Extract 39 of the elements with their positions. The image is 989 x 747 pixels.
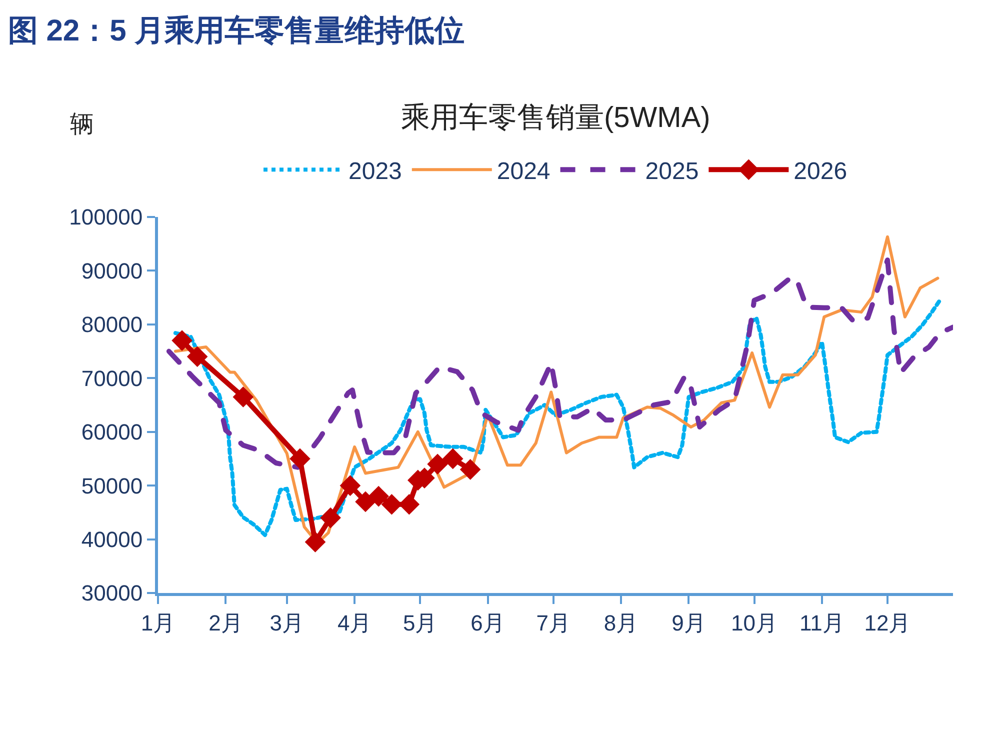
y-axis-title: 辆 xyxy=(70,111,94,138)
x-tick-label: 9月 xyxy=(672,610,706,636)
point xyxy=(290,448,310,470)
y-tick-label: 40000 xyxy=(81,526,143,552)
x-tick-label: 4月 xyxy=(337,610,372,636)
chart-subtitle: 乘用车零售销量(5WMA) xyxy=(401,102,710,134)
point xyxy=(368,486,389,507)
x-tick-label: 8月 xyxy=(604,610,638,636)
y-tick-label: 30000 xyxy=(81,580,143,606)
point xyxy=(427,454,448,474)
point xyxy=(232,386,254,408)
x-tick-label: 7月 xyxy=(536,610,570,636)
y-tick-label: 60000 xyxy=(81,420,143,445)
x-tick-label: 1月 xyxy=(140,610,176,636)
x-tick-label: 6月 xyxy=(470,610,505,636)
y-tick-label: 80000 xyxy=(81,312,143,338)
legend-label: 2024 xyxy=(496,158,550,185)
legend-label: 2023 xyxy=(348,158,402,185)
legend-label: 2025 xyxy=(645,158,699,185)
point xyxy=(320,507,341,528)
point xyxy=(172,330,192,351)
legend-label: 2026 xyxy=(794,158,848,185)
x-tick-label: 12月 xyxy=(864,610,911,636)
chart-title: 图 22：5 月乘用车零售量维持低位 xyxy=(8,14,465,48)
x-tick-label: 11月 xyxy=(800,610,844,636)
point xyxy=(355,491,376,512)
y-tick-label: 90000 xyxy=(81,258,143,284)
point xyxy=(340,475,361,496)
x-tick-label: 3月 xyxy=(270,610,304,636)
point xyxy=(186,346,208,368)
point xyxy=(460,459,481,480)
point xyxy=(442,448,464,470)
y-tick-label: 50000 xyxy=(81,473,143,498)
y-tick-label: 70000 xyxy=(81,366,143,391)
point xyxy=(304,532,326,552)
x-tick-label: 5月 xyxy=(402,610,438,636)
x-tick-label: 10月 xyxy=(731,610,778,636)
y-tick-label: 100000 xyxy=(69,204,143,230)
x-tick-label: 2月 xyxy=(208,610,243,636)
